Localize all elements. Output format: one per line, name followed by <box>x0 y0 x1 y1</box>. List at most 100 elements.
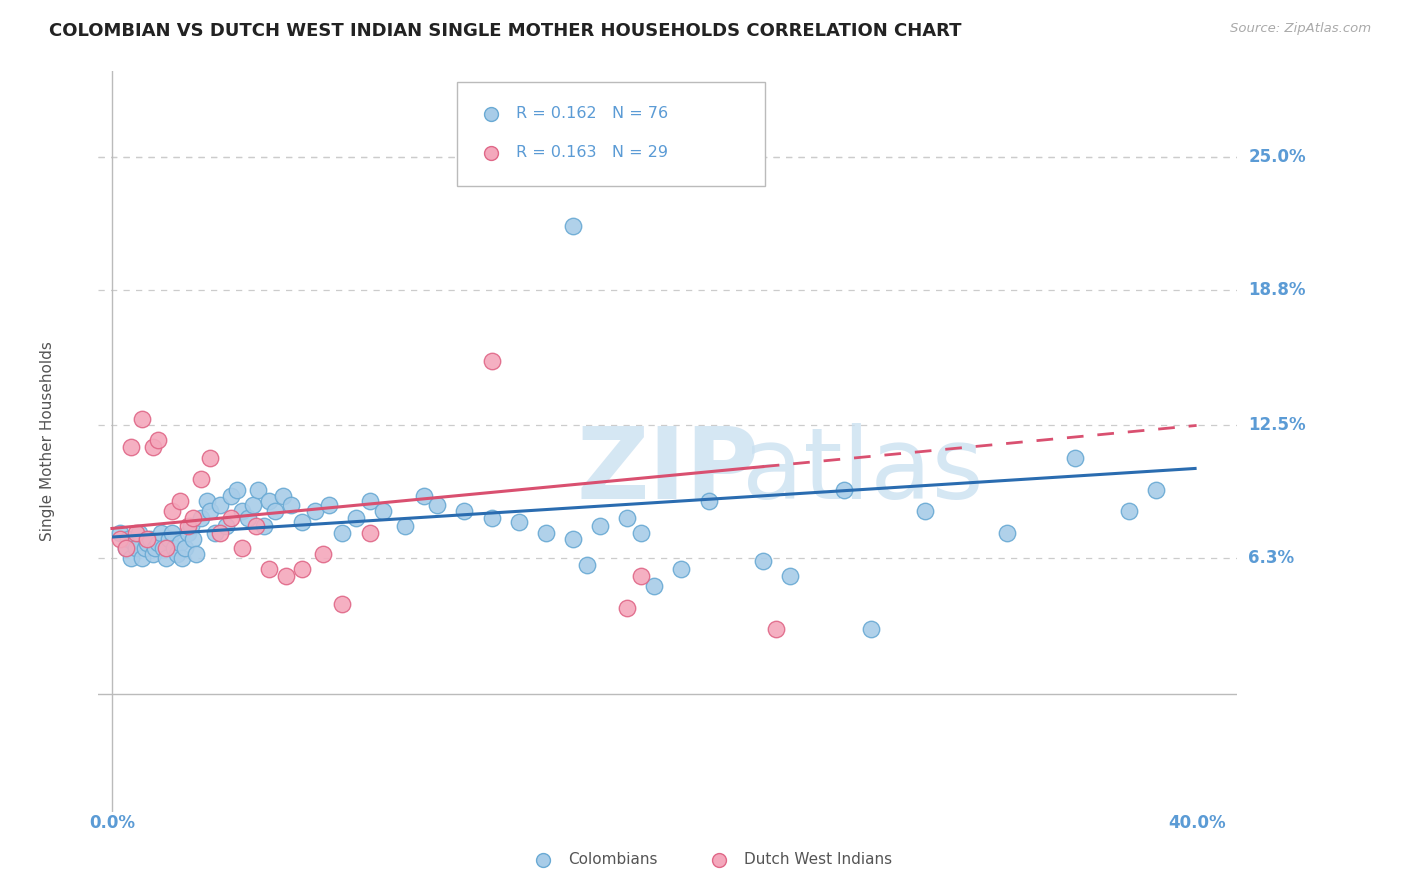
Point <box>263 504 285 518</box>
Text: ZIP: ZIP <box>576 423 759 520</box>
Point <box>291 515 314 529</box>
Point <box>125 541 148 555</box>
Point <box>125 525 148 540</box>
Point <box>481 510 503 524</box>
Point <box>225 483 247 497</box>
Point <box>242 498 264 512</box>
Point <box>231 504 253 518</box>
Point <box>146 434 169 448</box>
Point <box>149 525 172 540</box>
Point <box>209 525 232 540</box>
Point <box>174 541 197 555</box>
Point <box>231 541 253 555</box>
Point <box>183 510 205 524</box>
Point <box>146 536 169 550</box>
Point <box>630 568 652 582</box>
Point <box>304 504 326 518</box>
Point <box>508 515 530 529</box>
Point <box>108 532 131 546</box>
Point <box>914 504 936 518</box>
Point <box>332 525 354 540</box>
Point <box>166 547 188 561</box>
Point <box>136 536 159 550</box>
Point <box>114 541 136 555</box>
Point <box>131 412 153 426</box>
Point <box>312 547 335 561</box>
Point <box>643 579 665 593</box>
Point <box>344 510 367 524</box>
Text: 6.3%: 6.3% <box>1249 549 1295 567</box>
Text: Source: ZipAtlas.com: Source: ZipAtlas.com <box>1230 22 1371 36</box>
Point <box>247 483 270 497</box>
Point <box>142 547 165 561</box>
Point <box>394 519 416 533</box>
Point <box>221 489 243 503</box>
Point <box>371 504 394 518</box>
Point <box>426 498 449 512</box>
Point <box>259 493 281 508</box>
Point <box>1118 504 1140 518</box>
Point <box>630 525 652 540</box>
Point <box>245 519 267 533</box>
Point <box>152 541 174 555</box>
Point <box>215 519 238 533</box>
Point <box>271 489 294 503</box>
Text: Dutch West Indians: Dutch West Indians <box>744 853 893 867</box>
Text: 18.8%: 18.8% <box>1249 281 1306 299</box>
Point <box>160 525 183 540</box>
Point <box>318 498 340 512</box>
Point <box>534 525 557 540</box>
Point <box>131 551 153 566</box>
Point <box>616 510 638 524</box>
Point <box>169 536 191 550</box>
Point <box>190 472 212 486</box>
Point <box>236 510 259 524</box>
Text: 40.0%: 40.0% <box>1168 814 1226 832</box>
Point <box>779 568 801 582</box>
Point <box>204 525 226 540</box>
Point <box>177 519 200 533</box>
Point <box>120 551 142 566</box>
Text: R = 0.162   N = 76: R = 0.162 N = 76 <box>516 106 668 121</box>
Point <box>453 504 475 518</box>
Text: Colombians: Colombians <box>568 853 657 867</box>
Point <box>562 219 585 233</box>
Point <box>120 440 142 454</box>
Point <box>589 519 612 533</box>
Point <box>1063 450 1085 465</box>
Point <box>616 600 638 615</box>
Point <box>995 525 1018 540</box>
Text: atlas: atlas <box>742 423 984 520</box>
Point <box>198 504 221 518</box>
Text: 12.5%: 12.5% <box>1249 417 1306 434</box>
Point <box>160 504 183 518</box>
Point <box>172 551 194 566</box>
Point <box>259 562 281 576</box>
Point <box>183 532 205 546</box>
Point <box>136 532 159 546</box>
Point <box>274 568 297 582</box>
Point <box>184 547 207 561</box>
Point <box>291 562 314 576</box>
Point <box>1159 826 1181 840</box>
Point <box>157 532 180 546</box>
Point <box>752 554 775 568</box>
Point <box>198 450 221 465</box>
Point <box>122 536 145 550</box>
Point <box>155 541 177 555</box>
Point <box>860 623 883 637</box>
Text: 25.0%: 25.0% <box>1249 148 1306 166</box>
Text: 0.0%: 0.0% <box>89 814 135 832</box>
Point <box>177 525 200 540</box>
Point <box>155 551 177 566</box>
Point <box>209 498 232 512</box>
Point <box>575 558 598 572</box>
Point <box>765 623 787 637</box>
Point <box>139 532 162 546</box>
Point <box>832 483 855 497</box>
Point <box>697 493 720 508</box>
Point <box>117 532 139 546</box>
Point <box>169 493 191 508</box>
FancyBboxPatch shape <box>457 82 765 186</box>
Text: COLOMBIAN VS DUTCH WEST INDIAN SINGLE MOTHER HOUSEHOLDS CORRELATION CHART: COLOMBIAN VS DUTCH WEST INDIAN SINGLE MO… <box>49 22 962 40</box>
